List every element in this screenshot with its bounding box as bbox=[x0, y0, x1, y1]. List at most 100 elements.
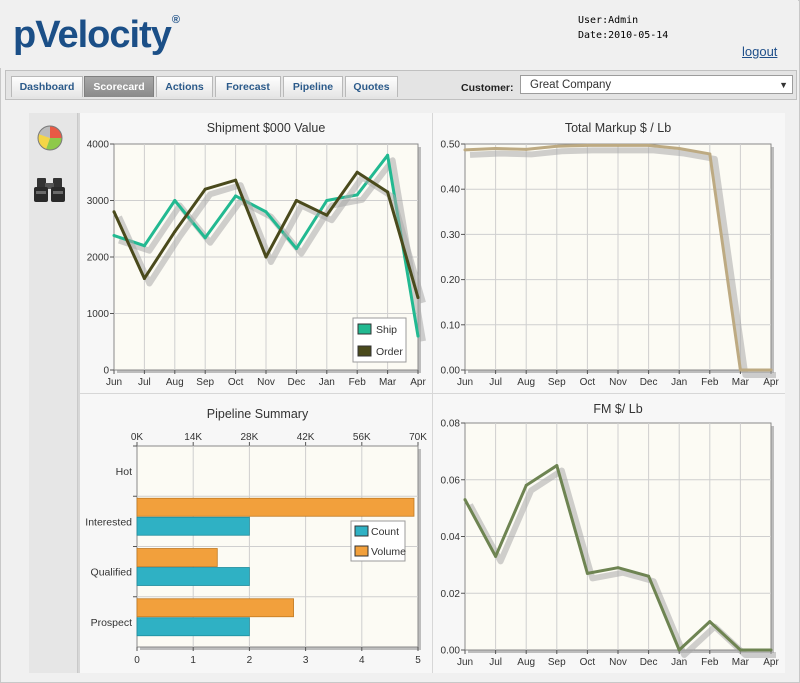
data-point-order bbox=[142, 276, 146, 280]
x-tick-label: Feb bbox=[701, 657, 719, 668]
y-tick-label: 0.30 bbox=[441, 230, 461, 241]
legend-label-ship: Ship bbox=[376, 324, 397, 336]
y-tick-label: 0.06 bbox=[441, 475, 461, 486]
top-axis-tick-label: 42K bbox=[297, 432, 315, 443]
x-tick-label: Mar bbox=[732, 377, 750, 388]
y-tick-label: 0.50 bbox=[441, 140, 461, 151]
y-tick-label: 0.04 bbox=[441, 532, 461, 543]
data-point-markup bbox=[708, 152, 712, 156]
y-tick-label: 0.00 bbox=[441, 366, 461, 377]
data-point-ship bbox=[142, 244, 146, 248]
tab-actions[interactable]: Actions bbox=[156, 76, 213, 97]
category-label: Prospect bbox=[91, 617, 133, 629]
bottom-axis-tick-label: 3 bbox=[303, 655, 309, 666]
data-point-fm bbox=[555, 464, 559, 468]
x-tick-label: Sep bbox=[548, 377, 566, 388]
x-tick-label: Dec bbox=[288, 377, 306, 388]
markup-chart: Total Markup $ / Lb 0.00 0.10 0.20 0.30 0.40 0… bbox=[441, 121, 780, 388]
x-tick-label: Nov bbox=[609, 657, 627, 668]
binoculars-icon[interactable] bbox=[33, 175, 66, 205]
x-tick-label: Jul bbox=[489, 657, 502, 668]
x-tick-label: Apr bbox=[763, 377, 779, 388]
x-tick-label: Jun bbox=[106, 377, 122, 388]
x-tick-label: Jan bbox=[319, 377, 335, 388]
tab-forecast[interactable]: Forecast bbox=[215, 76, 281, 97]
x-tick-label: Feb bbox=[701, 377, 719, 388]
x-tick-label: Aug bbox=[517, 657, 535, 668]
legend-label-count: Count bbox=[371, 526, 399, 538]
dropdown-arrow-icon: ▼ bbox=[779, 80, 788, 90]
logo: pVelocity® bbox=[13, 14, 180, 57]
tab-quotes[interactable]: Quotes bbox=[345, 76, 398, 97]
x-tick-label: Jan bbox=[671, 377, 687, 388]
x-tick-label: Nov bbox=[257, 377, 275, 388]
y-tick-label: 0.40 bbox=[441, 185, 461, 196]
top-axis-tick-label: 0K bbox=[131, 432, 144, 443]
x-tick-label: Aug bbox=[166, 377, 184, 388]
tab-scorecard[interactable]: Scorecard bbox=[84, 76, 154, 97]
data-point-ship bbox=[112, 234, 116, 238]
y-tick-label: 0.08 bbox=[441, 419, 461, 430]
x-tick-label: Feb bbox=[349, 377, 367, 388]
y-tick-label: 0 bbox=[103, 366, 109, 377]
data-point-order bbox=[112, 210, 116, 214]
chart-title: Shipment $000 Value bbox=[207, 121, 326, 135]
bottom-axis-tick-label: 4 bbox=[359, 655, 365, 666]
logo-text: pVelocity bbox=[13, 14, 172, 56]
data-point-ship bbox=[203, 236, 207, 240]
top-axis-tick-label: 14K bbox=[184, 432, 202, 443]
x-tick-label: Jun bbox=[457, 657, 473, 668]
bar-volume bbox=[136, 548, 218, 567]
customer-value: Great Company bbox=[530, 79, 612, 91]
data-point-markup bbox=[647, 143, 651, 147]
legend-swatch-count bbox=[354, 525, 369, 537]
x-tick-label: Mar bbox=[379, 377, 397, 388]
x-tick-label: Sep bbox=[196, 377, 214, 388]
data-point-ship bbox=[325, 199, 329, 202]
data-point-ship bbox=[264, 210, 268, 214]
data-point-fm bbox=[585, 571, 589, 575]
x-tick-label: Oct bbox=[580, 377, 596, 388]
tab-dashboard[interactable]: Dashboard bbox=[11, 76, 83, 97]
top-axis-tick-label: 28K bbox=[241, 432, 259, 443]
x-tick-label: Jul bbox=[489, 377, 502, 388]
tab-pipeline[interactable]: Pipeline bbox=[283, 76, 343, 97]
pie-chart-icon[interactable] bbox=[36, 124, 64, 152]
logout-link[interactable]: logout bbox=[742, 44, 778, 59]
x-tick-label: Apr bbox=[763, 657, 779, 668]
bottom-axis-tick-label: 1 bbox=[190, 655, 196, 666]
y-tick-label: 1000 bbox=[87, 309, 110, 320]
x-tick-label: Jan bbox=[671, 657, 687, 668]
data-point-order bbox=[234, 178, 238, 182]
customer-label: Customer: bbox=[461, 82, 514, 94]
data-point-fm bbox=[738, 648, 742, 652]
data-point-order bbox=[386, 190, 390, 194]
data-point-markup bbox=[677, 147, 681, 151]
data-point-markup bbox=[769, 368, 773, 372]
top-axis-tick-label: 70K bbox=[409, 432, 427, 443]
legend-swatch-order bbox=[357, 345, 372, 357]
data-point-fm bbox=[769, 648, 773, 652]
data-point-fm bbox=[708, 620, 712, 624]
legend-label-volume: Volume bbox=[371, 546, 406, 558]
y-tick-label: 0.10 bbox=[441, 320, 461, 331]
shipment-chart: Shipment $000 Value 0 1000 2000 3000 4000 Jun J… bbox=[87, 121, 427, 388]
x-tick-label: Aug bbox=[517, 377, 535, 388]
data-point-order bbox=[173, 230, 177, 234]
logo-registered-mark: ® bbox=[171, 14, 180, 26]
data-point-order bbox=[264, 255, 268, 259]
x-tick-label: Oct bbox=[228, 377, 244, 388]
x-tick-label: Dec bbox=[640, 377, 658, 388]
data-point-ship bbox=[386, 153, 390, 157]
bar-volume bbox=[136, 497, 415, 517]
x-tick-label: Mar bbox=[732, 657, 750, 668]
data-point-fm bbox=[524, 483, 528, 487]
data-point-order bbox=[416, 296, 420, 300]
y-tick-label: 0.20 bbox=[441, 275, 461, 286]
panel-shipment: Shipment $000 Value 0 1000 2000 3000 4000 Jun J… bbox=[80, 113, 432, 393]
data-point-fm bbox=[463, 498, 467, 502]
header: pVelocity® User:Admin Date:2010-05-14 lo… bbox=[0, 0, 798, 68]
bottom-axis-tick-label: 2 bbox=[247, 655, 253, 666]
data-point-markup bbox=[585, 143, 589, 147]
customer-select[interactable]: Great Company ▼ bbox=[520, 75, 793, 94]
